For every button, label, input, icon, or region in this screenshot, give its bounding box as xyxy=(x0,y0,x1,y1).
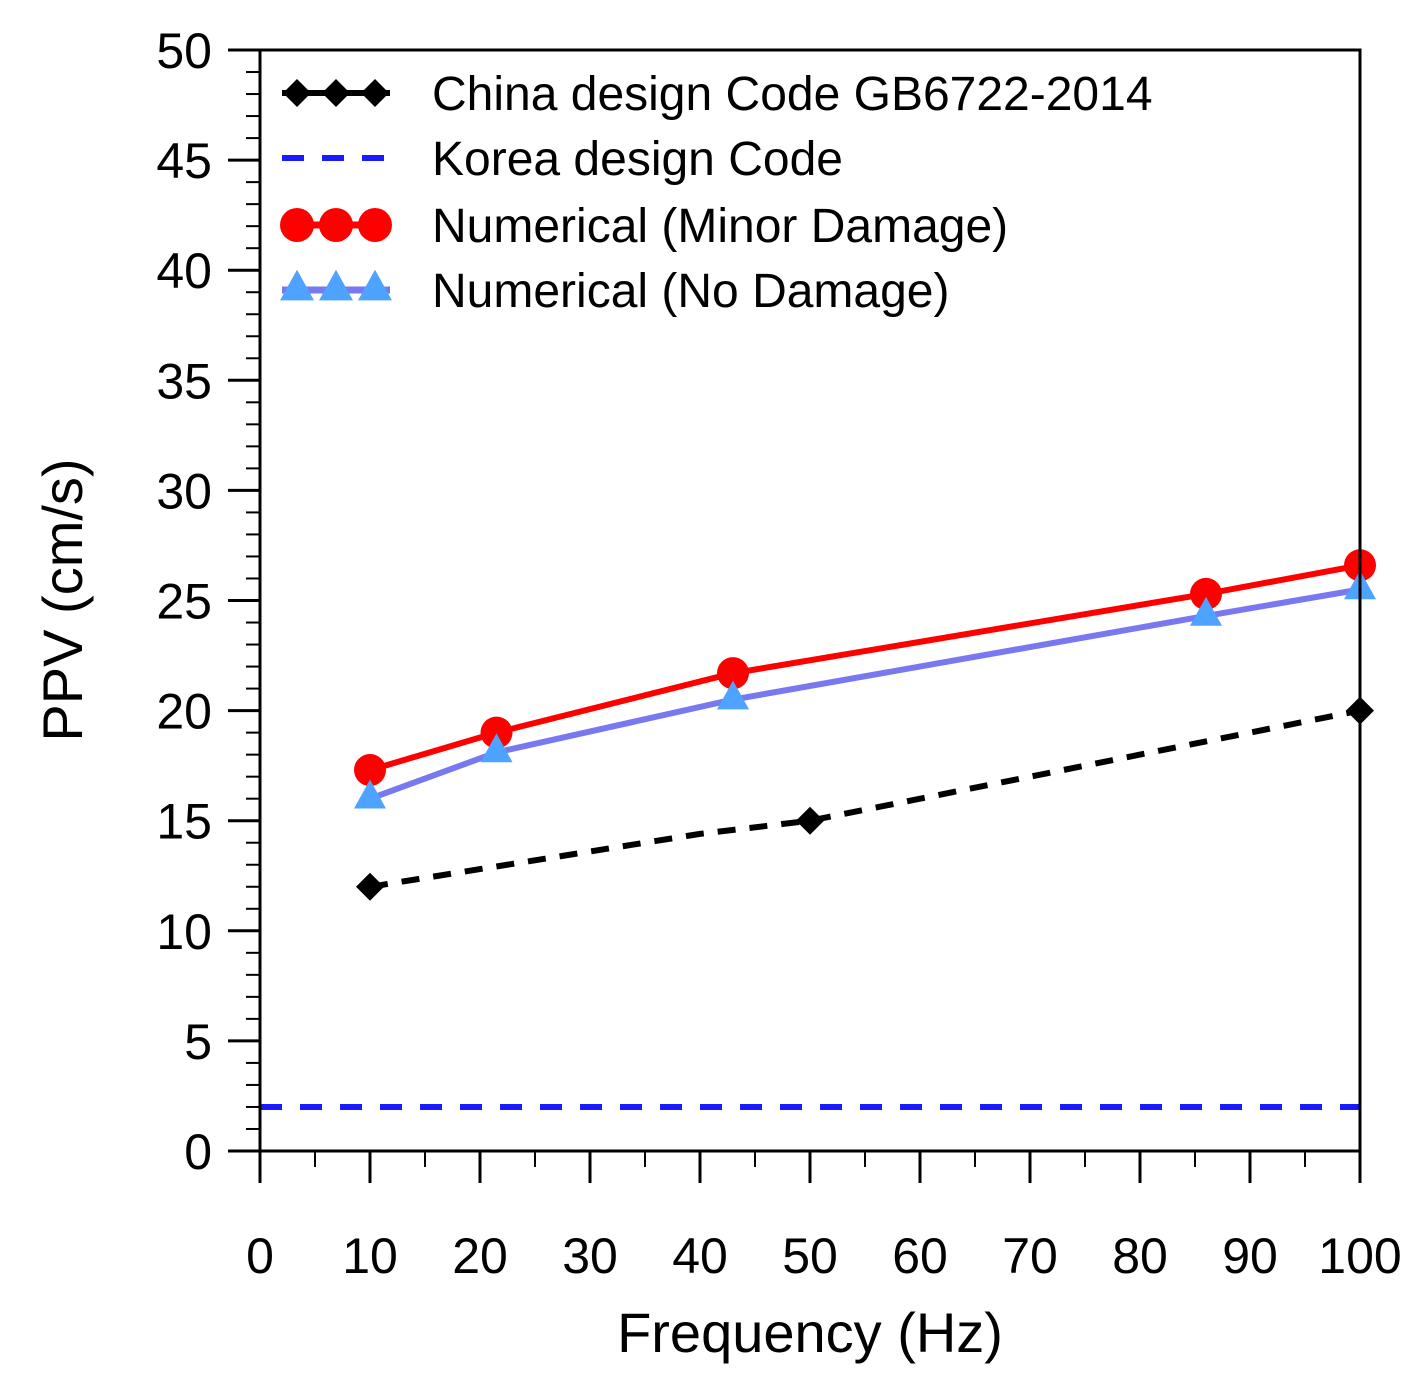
legend-marker-china xyxy=(283,79,311,107)
data-point-minor-damage xyxy=(1190,577,1222,610)
x-tick-label: 100 xyxy=(1318,1228,1401,1284)
legend-marker-minor-damage xyxy=(319,208,353,242)
x-tick-label: 20 xyxy=(452,1228,508,1284)
legend-marker-no-damage xyxy=(358,269,392,301)
data-point-no-damage xyxy=(1190,596,1222,626)
series-layer xyxy=(260,549,1376,1110)
legend-marker-minor-damage xyxy=(280,208,314,242)
y-tick-label: 15 xyxy=(156,794,212,850)
data-point-no-damage xyxy=(717,680,749,710)
legend-label-minor-damage: Numerical (Minor Damage) xyxy=(432,200,1008,253)
y-tick-label: 50 xyxy=(156,23,212,79)
y-tick-label: 0 xyxy=(184,1124,212,1180)
x-tick-label: 0 xyxy=(246,1228,274,1284)
axis-titles: Frequency (Hz) PPV (cm/s) xyxy=(31,458,1003,1364)
x-tick-label: 60 xyxy=(892,1228,948,1284)
y-tick-label: 45 xyxy=(156,133,212,189)
x-axis-title: Frequency (Hz) xyxy=(617,1301,1003,1364)
legend-label-china: China design Code GB6722-2014 xyxy=(432,68,1153,121)
axes-layer: 0 5 10 15 20 25 30 35 40 45 50 0 10 20 30 40 50 60 70 80 90 1… xyxy=(156,23,1401,1284)
y-tick-label: 30 xyxy=(156,463,212,519)
y-tick-label: 20 xyxy=(156,684,212,740)
data-point-china xyxy=(796,806,824,835)
y-tick-label: 35 xyxy=(156,353,212,409)
x-tick-label: 80 xyxy=(1112,1228,1168,1284)
x-tick-label: 10 xyxy=(342,1228,398,1284)
y-tick-label: 40 xyxy=(156,243,212,299)
legend-marker-china xyxy=(322,79,350,107)
x-tick-label: 90 xyxy=(1222,1228,1278,1284)
series-line-china xyxy=(369,707,1361,890)
y-axis-title: PPV (cm/s) xyxy=(31,458,94,741)
x-tick-label: 50 xyxy=(782,1228,838,1284)
y-tick-label: 5 xyxy=(184,1014,212,1070)
legend-marker-china xyxy=(361,79,389,107)
x-tick-label: 30 xyxy=(562,1228,618,1284)
y-tick-label: 25 xyxy=(156,574,212,630)
x-tick-label: 40 xyxy=(672,1228,728,1284)
data-point-minor-damage xyxy=(354,754,386,787)
data-point-minor-damage xyxy=(717,657,749,690)
data-point-minor-damage xyxy=(480,716,513,749)
data-point-no-damage xyxy=(354,779,386,809)
legend-label-korea: Korea design Code xyxy=(432,133,843,186)
legend-marker-minor-damage xyxy=(358,208,392,242)
x-tick-label: 70 xyxy=(1002,1228,1058,1284)
y-tick-label: 10 xyxy=(156,904,212,960)
legend-marker-no-damage xyxy=(319,269,353,301)
legend-label-no-damage: Numerical (No Damage) xyxy=(432,265,949,318)
data-point-china xyxy=(356,872,384,901)
legend-marker-no-damage xyxy=(280,269,314,301)
legend: China design Code GB6722-2014 Korea desig… xyxy=(280,68,1153,318)
data-point-no-damage xyxy=(480,733,513,763)
